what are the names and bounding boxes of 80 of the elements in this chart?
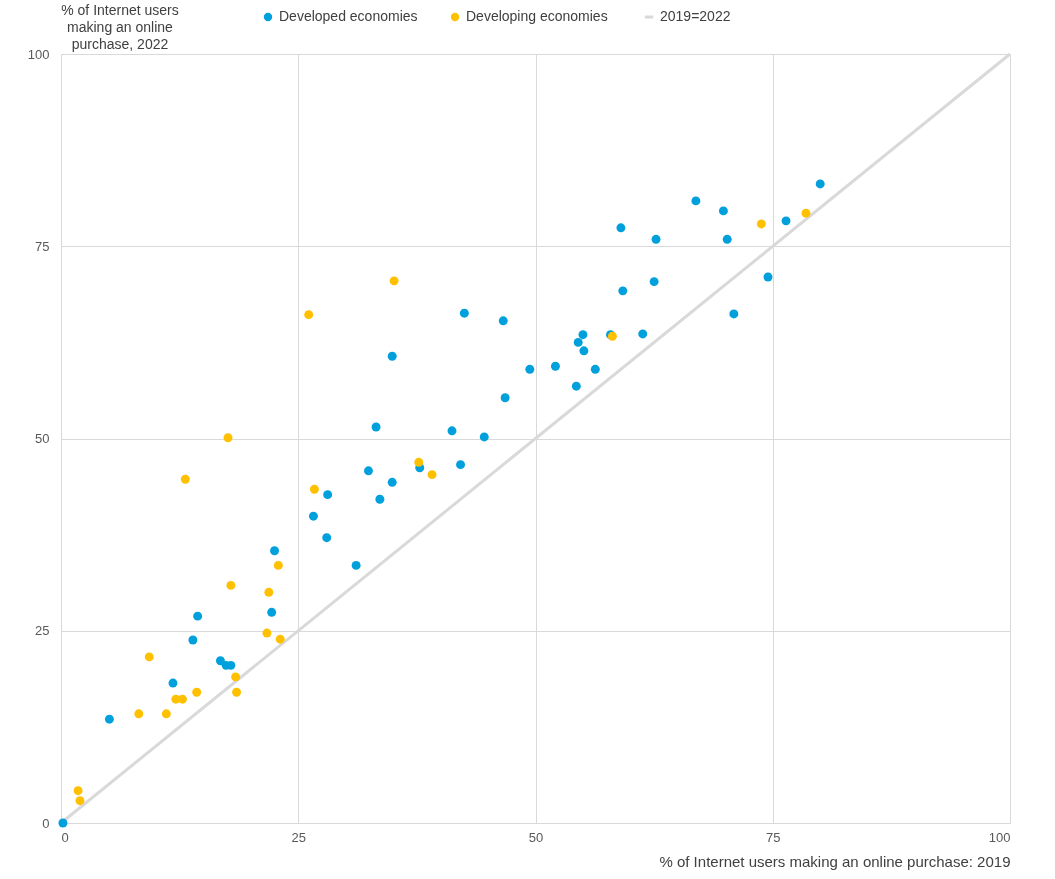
point xyxy=(781,216,791,226)
point xyxy=(323,490,333,500)
point xyxy=(414,457,424,467)
point xyxy=(226,580,236,590)
point xyxy=(722,234,732,244)
point xyxy=(308,511,318,521)
point xyxy=(375,494,385,504)
point xyxy=(351,560,361,570)
point xyxy=(304,310,314,320)
point xyxy=(815,179,825,189)
point xyxy=(447,426,457,436)
point xyxy=(309,484,319,494)
point xyxy=(387,477,397,487)
point xyxy=(262,628,272,638)
point xyxy=(571,381,581,391)
point xyxy=(387,351,397,361)
point xyxy=(459,308,469,318)
point xyxy=(75,796,85,806)
point xyxy=(618,286,628,296)
y-tick-label: 25 xyxy=(35,623,50,639)
point xyxy=(264,587,274,597)
point xyxy=(104,714,114,724)
point xyxy=(718,206,728,216)
x-tick-label: 75 xyxy=(766,829,781,845)
point xyxy=(273,560,283,570)
point xyxy=(651,234,661,244)
point xyxy=(267,607,277,617)
point xyxy=(573,337,583,347)
y-tick-label: 0 xyxy=(42,815,50,831)
point xyxy=(168,678,178,688)
point xyxy=(550,361,560,371)
point xyxy=(498,316,508,326)
point xyxy=(275,634,285,644)
point xyxy=(364,466,373,476)
point xyxy=(371,422,381,432)
point xyxy=(638,329,648,339)
x-axis-title: % of Internet users making an online purchase: 2019 xyxy=(659,852,1011,870)
point xyxy=(579,346,589,356)
point xyxy=(389,276,399,286)
y-tick-label: 75 xyxy=(35,238,50,254)
point xyxy=(578,330,588,340)
y-tick-label: 100 xyxy=(27,46,50,62)
point xyxy=(231,672,241,682)
point xyxy=(144,652,154,662)
point xyxy=(525,364,535,374)
point xyxy=(500,393,510,403)
legend-label: Developing economies xyxy=(466,8,608,24)
point xyxy=(58,818,68,828)
point xyxy=(232,687,242,697)
point xyxy=(192,687,202,697)
point xyxy=(223,433,233,443)
x-tick-label: 25 xyxy=(291,829,306,845)
y-axis-title: % of Internet users making an online purchase, 2022 xyxy=(61,2,179,52)
x-tick-label: 0 xyxy=(61,829,69,845)
point xyxy=(73,786,83,796)
point xyxy=(590,364,600,374)
x-tick-label: 100 xyxy=(988,829,1011,845)
x-tick-label: 50 xyxy=(528,829,544,845)
point xyxy=(134,709,144,719)
point xyxy=(188,635,198,645)
point xyxy=(763,272,773,282)
legend-label: 2019=2022 xyxy=(660,8,731,24)
point xyxy=(427,470,437,480)
point xyxy=(193,611,203,621)
point xyxy=(729,309,739,319)
point xyxy=(616,223,626,233)
point xyxy=(322,533,332,543)
point xyxy=(456,460,465,470)
point xyxy=(161,709,171,719)
point xyxy=(178,694,187,704)
point xyxy=(691,196,701,206)
y-tick-label: 50 xyxy=(35,431,50,446)
point xyxy=(756,219,766,229)
point xyxy=(801,208,811,218)
point xyxy=(180,474,190,484)
point xyxy=(479,432,489,442)
legend-label: Developed economies xyxy=(279,8,418,24)
point xyxy=(649,277,659,287)
point xyxy=(270,546,279,556)
point xyxy=(215,656,225,666)
